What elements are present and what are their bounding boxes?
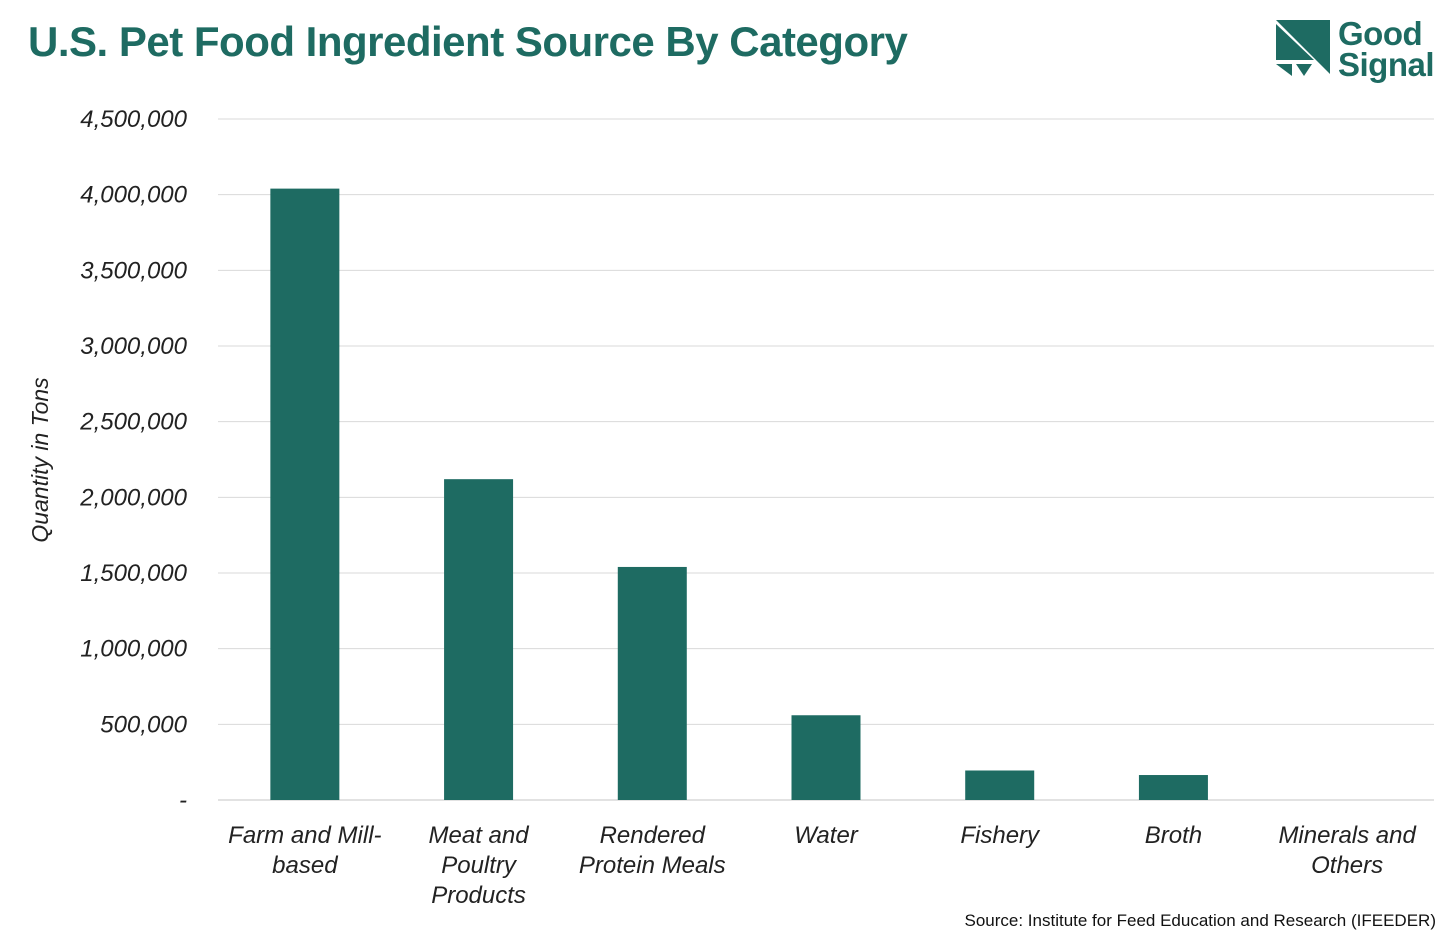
bars bbox=[270, 188, 1208, 800]
gridlines bbox=[218, 118, 1434, 801]
x-category-label: Rendered Protein Meals bbox=[579, 822, 726, 879]
x-category-label: Minerals and Others bbox=[1278, 822, 1416, 879]
x-category-label: Meat and Poultry Products bbox=[429, 822, 530, 909]
x-category-label: Broth bbox=[1145, 822, 1202, 849]
logo-wordmark: Good Signal bbox=[1338, 15, 1435, 83]
y-axis-ticks: - 500,000 1,000,000 1,500,000 2,000,000 2,500… bbox=[79, 106, 187, 814]
source-note: Source: Institute for Feed Education and… bbox=[964, 911, 1436, 930]
y-tick-label: 500,000 bbox=[100, 711, 187, 738]
y-tick-label: 1,000,000 bbox=[80, 636, 187, 663]
bar bbox=[444, 479, 514, 800]
good-signal-logo: Good Signal bbox=[1274, 15, 1444, 84]
logo-line-1: Good bbox=[1338, 15, 1423, 52]
bar bbox=[270, 188, 340, 800]
bar bbox=[965, 770, 1035, 800]
bar bbox=[791, 715, 861, 800]
logo-mark-icon bbox=[1276, 20, 1330, 76]
bar bbox=[1138, 775, 1208, 800]
y-tick-label: 3,500,000 bbox=[80, 257, 187, 284]
bar bbox=[617, 566, 687, 800]
y-tick-label: 3,000,000 bbox=[80, 333, 187, 360]
x-category-label: Water bbox=[794, 822, 859, 849]
chart-title: U.S. Pet Food Ingredient Source By Categ… bbox=[28, 18, 908, 65]
y-tick-label: 4,500,000 bbox=[80, 106, 187, 133]
y-tick-label: 2,000,000 bbox=[79, 484, 187, 511]
x-category-label: Farm and Mill-based bbox=[228, 822, 381, 879]
y-tick-label: 1,500,000 bbox=[80, 560, 187, 587]
x-category-label: Fishery bbox=[960, 822, 1041, 849]
logo-line-2: Signal bbox=[1338, 46, 1435, 83]
y-axis-label: Quantity in Tons bbox=[27, 377, 53, 543]
x-axis-categories: Farm and Mill-based Meat and Poultry Produc… bbox=[228, 822, 1416, 909]
y-tick-label: - bbox=[179, 787, 187, 814]
y-tick-label: 4,000,000 bbox=[80, 182, 187, 209]
y-tick-label: 2,500,000 bbox=[79, 409, 187, 436]
